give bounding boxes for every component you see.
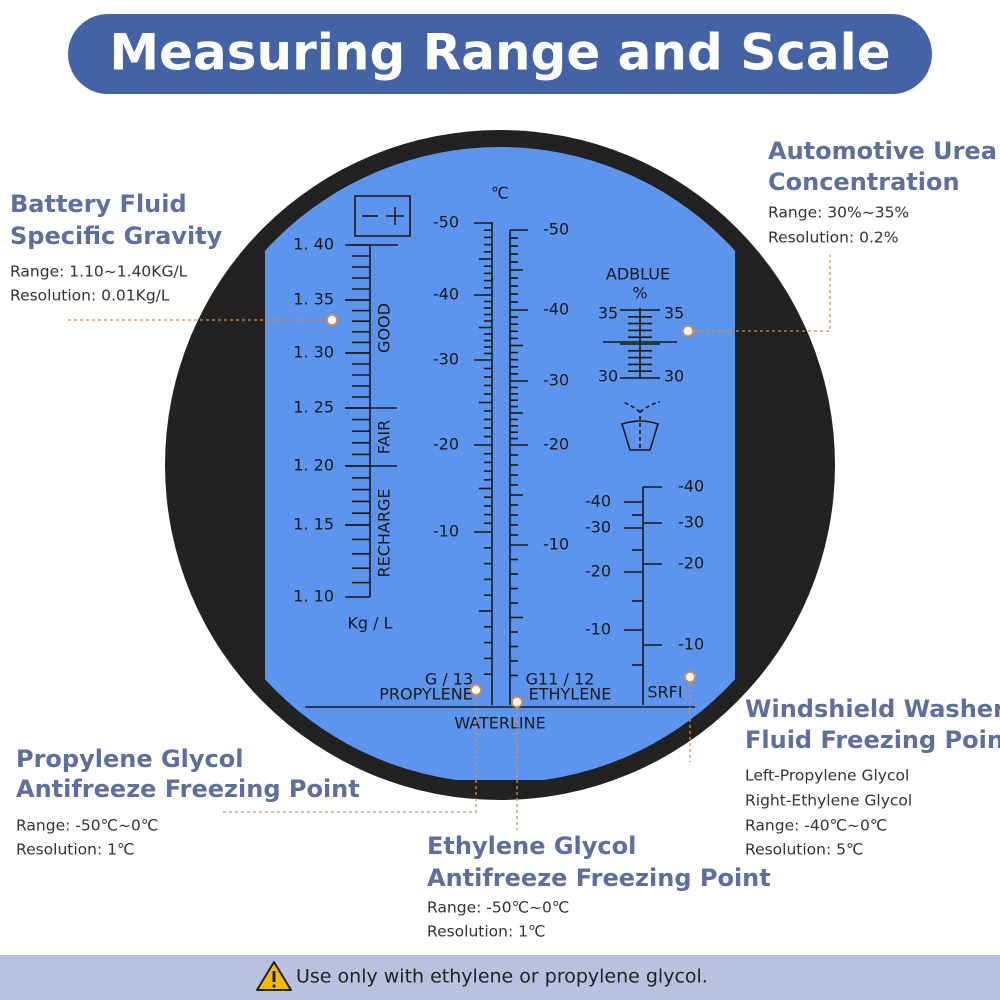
callout-detail: Range: 30%~35% xyxy=(768,204,909,222)
callout-heading: Battery Fluid xyxy=(10,190,187,218)
scale-label: 35 xyxy=(664,304,684,323)
scale-label: PROPYLENE xyxy=(379,685,473,704)
title: Measuring Range and Scale xyxy=(109,24,890,82)
scale-label: -40 xyxy=(543,300,569,319)
callout-heading: Fluid Freezing Point xyxy=(745,726,1000,754)
callout-dot xyxy=(511,696,523,708)
scale-label: -50 xyxy=(433,213,459,232)
scale-label: -20 xyxy=(543,435,569,454)
scale-label: WATERLINE xyxy=(454,714,545,733)
windshield-icon xyxy=(621,401,661,451)
callout-heading: Automotive Urea xyxy=(768,137,997,165)
scale-label: FAIR xyxy=(375,420,394,455)
footer-band xyxy=(0,955,1000,1000)
scale-label: 1. 30 xyxy=(293,343,334,362)
callout-heading: Specific Gravity xyxy=(10,222,223,250)
scale-label: -20 xyxy=(433,435,459,454)
battery-icon xyxy=(354,195,411,237)
lens-field xyxy=(265,147,735,780)
scale-label: RECHARGE xyxy=(375,489,394,578)
callout-dot xyxy=(682,325,694,337)
scale-label: 1. 35 xyxy=(293,290,334,309)
callout-dot xyxy=(326,314,338,326)
scale-label: SRFI xyxy=(647,683,682,702)
footer-note: Use only with ethylene or propylene glyc… xyxy=(296,966,708,988)
scale-label: -40 xyxy=(678,477,704,496)
scale-label: -10 xyxy=(585,620,611,639)
scale-label: ADBLUE xyxy=(606,265,670,284)
scale-label: -10 xyxy=(543,535,569,554)
scale-label: -30 xyxy=(543,371,569,390)
scale-label: -10 xyxy=(433,522,459,541)
scale-label: -30 xyxy=(585,518,611,537)
scale-label: -20 xyxy=(585,562,611,581)
callout-dot xyxy=(470,684,482,696)
scale-label: 1. 25 xyxy=(293,398,334,417)
scale-label: -10 xyxy=(678,635,704,654)
leader-line xyxy=(222,696,477,813)
callout-detail: Left-Propylene Glycol xyxy=(745,767,909,785)
scale-label: 30 xyxy=(598,367,618,386)
warning-icon xyxy=(256,961,292,991)
leader-line xyxy=(694,255,831,332)
callout-detail: Range: -50℃~0℃ xyxy=(16,817,158,835)
scale-label: % xyxy=(632,284,647,303)
callout-detail: Resolution: 0.01Kg/L xyxy=(10,287,170,305)
scale-label: 1. 20 xyxy=(293,456,334,475)
callout-detail: Resolution: 1℃ xyxy=(427,923,545,941)
scale-label: ETHYLENE xyxy=(529,685,612,704)
callout-detail: Range: 1.10~1.40KG/L xyxy=(10,263,188,281)
title-banner xyxy=(68,14,932,94)
callout-heading: Antifreeze Freezing Point xyxy=(427,864,771,892)
callout-detail: Range: -40℃~0℃ xyxy=(745,817,887,835)
scale-label: -40 xyxy=(585,492,611,511)
callout-dot xyxy=(684,671,696,683)
callout-detail: Range: -50℃~0℃ xyxy=(427,899,569,917)
callout-detail: Resolution: 1℃ xyxy=(16,841,134,859)
scale-label: -30 xyxy=(433,350,459,369)
scale-label: -40 xyxy=(433,285,459,304)
scale-label: 1. 10 xyxy=(293,587,334,606)
scale-label: 30 xyxy=(664,367,684,386)
callout-heading: Ethylene Glycol xyxy=(427,832,636,860)
callout-heading: Windshield Washer xyxy=(745,695,1000,723)
callout-heading: Antifreeze Freezing Point xyxy=(16,775,360,803)
scale-label: G / 13 xyxy=(425,670,473,689)
callout-heading: Propylene Glycol xyxy=(16,745,243,773)
scale-label: -30 xyxy=(678,513,704,532)
callout-detail: Resolution: 0.2% xyxy=(768,229,899,247)
callout-heading: Concentration xyxy=(768,168,960,196)
scale-label: -20 xyxy=(678,554,704,573)
scale-label: Kg / L xyxy=(347,614,392,633)
scale-label: 1. 15 xyxy=(293,515,334,534)
scale-label: ℃ xyxy=(491,184,509,203)
scale-label: 1. 40 xyxy=(293,235,334,254)
scale-label: G11 / 12 xyxy=(526,670,595,689)
scale-label: -50 xyxy=(543,220,569,239)
scale-label: GOOD xyxy=(375,303,394,353)
callout-detail: Resolution: 5℃ xyxy=(745,841,863,859)
callout-detail: Right-Ethylene Glycol xyxy=(745,792,912,810)
scale-label: 35 xyxy=(598,304,618,323)
